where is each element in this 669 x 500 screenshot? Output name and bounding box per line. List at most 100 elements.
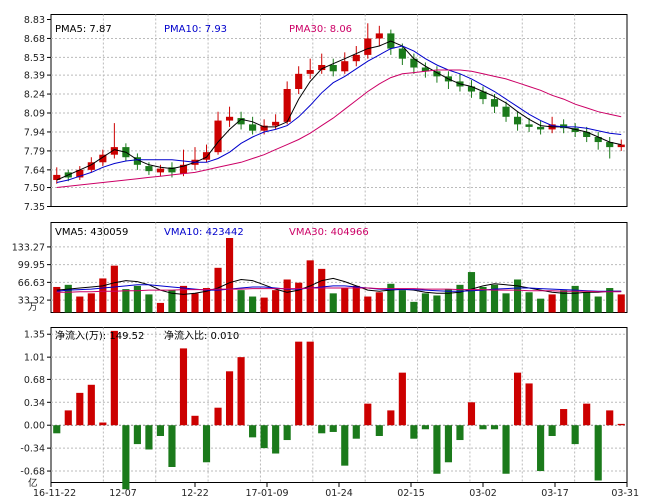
net-flow-bar — [145, 425, 153, 450]
net-flow-bars — [53, 330, 625, 490]
volume-bar — [583, 292, 591, 313]
net-flow-bar — [594, 425, 602, 481]
volume-bar — [260, 297, 268, 313]
net-flow-bar — [329, 425, 337, 432]
net-flow-bar — [122, 425, 130, 490]
volume-bar — [156, 302, 165, 313]
date-tick-label: 03-17 — [541, 488, 569, 499]
legend-vma10: VMA10: 423442 — [164, 227, 244, 238]
date-tick-label: 03-02 — [469, 488, 497, 499]
candle-body — [467, 86, 476, 92]
net-flow-bar — [421, 425, 429, 430]
volume-bar — [513, 279, 522, 313]
candle-body — [594, 137, 602, 143]
candle-body — [306, 70, 314, 74]
moving-average-line-pma10 — [56, 45, 622, 183]
net-flow-bar — [479, 425, 487, 430]
volume-bar — [594, 296, 602, 313]
candle-body — [87, 162, 95, 170]
candle-body — [318, 64, 326, 71]
candle-body — [364, 38, 372, 55]
price-panel-frame — [50, 14, 628, 207]
price-legend: PMA5: 7.87 PMA10: 7.93 PMA30: 8.06 — [55, 24, 352, 35]
net-flow-bar — [53, 425, 61, 434]
net-flow-bar — [87, 384, 95, 426]
moving-average-line-pma5 — [56, 40, 622, 181]
candle-body — [606, 142, 614, 148]
volume-bar — [179, 285, 188, 313]
date-tick-label: 12-22 — [181, 488, 209, 499]
volume-bar — [76, 296, 84, 313]
volume-bar — [87, 293, 95, 313]
net-flow-bar — [502, 425, 510, 474]
volume-bar — [525, 292, 533, 313]
volume-bar — [571, 285, 579, 313]
net-flow-bar — [179, 348, 188, 426]
volume-bar — [456, 284, 464, 313]
date-axis: 16-11-22 12-07 12-22 17-01-09 01-24 02-15 03-0… — [33, 482, 639, 499]
volume-bar — [617, 294, 625, 313]
candle-body — [225, 116, 234, 121]
flow-tick-label: -0.34 — [20, 444, 45, 455]
net-flow-bar — [110, 330, 118, 426]
volume-bar — [537, 298, 545, 313]
net-flow-bar — [537, 425, 545, 472]
price-tick-label: 7.94 — [24, 127, 45, 138]
volume-bar — [272, 290, 280, 313]
volume-bar — [64, 284, 72, 313]
volume-bar — [329, 293, 337, 313]
net-flow-bar — [249, 425, 257, 438]
candle-body — [560, 124, 568, 129]
candle-body — [398, 48, 406, 59]
volume-bar — [410, 301, 418, 313]
flow-tick-label: 0.00 — [24, 421, 45, 432]
net-flow-bar — [260, 425, 268, 449]
net-flow-bar — [467, 402, 476, 426]
candle-body — [490, 99, 499, 107]
price-moving-averages — [56, 40, 622, 188]
volume-bar — [225, 238, 234, 313]
candle-body — [168, 167, 176, 173]
volume-bar — [560, 290, 568, 313]
price-tick-label: 8.68 — [24, 34, 45, 45]
volume-bar — [133, 285, 141, 313]
candle-body — [179, 164, 188, 174]
volume-average-line-vma30 — [56, 287, 622, 293]
volume-bar — [479, 286, 487, 313]
price-tick-label: 8.24 — [24, 90, 45, 101]
price-tick-label: 8.09 — [24, 109, 45, 120]
candle-body — [237, 118, 245, 125]
volume-bar — [421, 293, 429, 313]
legend-net-inflow-ratio: 净流入比: 0.010 — [164, 329, 239, 342]
volume-moving-averages — [56, 277, 622, 295]
net-flow-bar — [76, 392, 84, 426]
net-flow-bar — [156, 425, 165, 436]
net-flow-bar — [352, 425, 360, 439]
net-flow-bar — [225, 371, 234, 426]
net-flow-bar — [398, 372, 406, 426]
flow-unit-label: 亿 — [28, 477, 38, 489]
volume-bar — [502, 293, 510, 313]
candle-body — [249, 124, 257, 131]
volume-bar — [490, 284, 499, 313]
candle-body — [341, 61, 349, 72]
net-flow-bar — [583, 403, 591, 426]
volume-bar — [168, 290, 176, 313]
net-flow-bar — [560, 409, 568, 426]
volume-bar — [352, 285, 360, 313]
net-flow-bar — [571, 425, 579, 445]
net-flow-bar — [191, 415, 199, 426]
candle-body — [617, 144, 625, 148]
candle-body — [421, 67, 429, 72]
volume-bar — [249, 296, 257, 313]
candle-body — [214, 120, 222, 153]
price-tick-label: 7.35 — [24, 202, 45, 213]
volume-bar — [283, 279, 291, 313]
date-tick-label: 01-24 — [325, 488, 353, 499]
net-flow-bar — [364, 403, 372, 426]
date-tick-label: 03-31 — [611, 488, 639, 499]
volume-tick-label: 99.95 — [18, 260, 45, 271]
date-tick-label: 17-01-09 — [245, 488, 288, 499]
candle-body — [110, 147, 118, 155]
legend-pma30: PMA30: 8.06 — [289, 24, 352, 35]
